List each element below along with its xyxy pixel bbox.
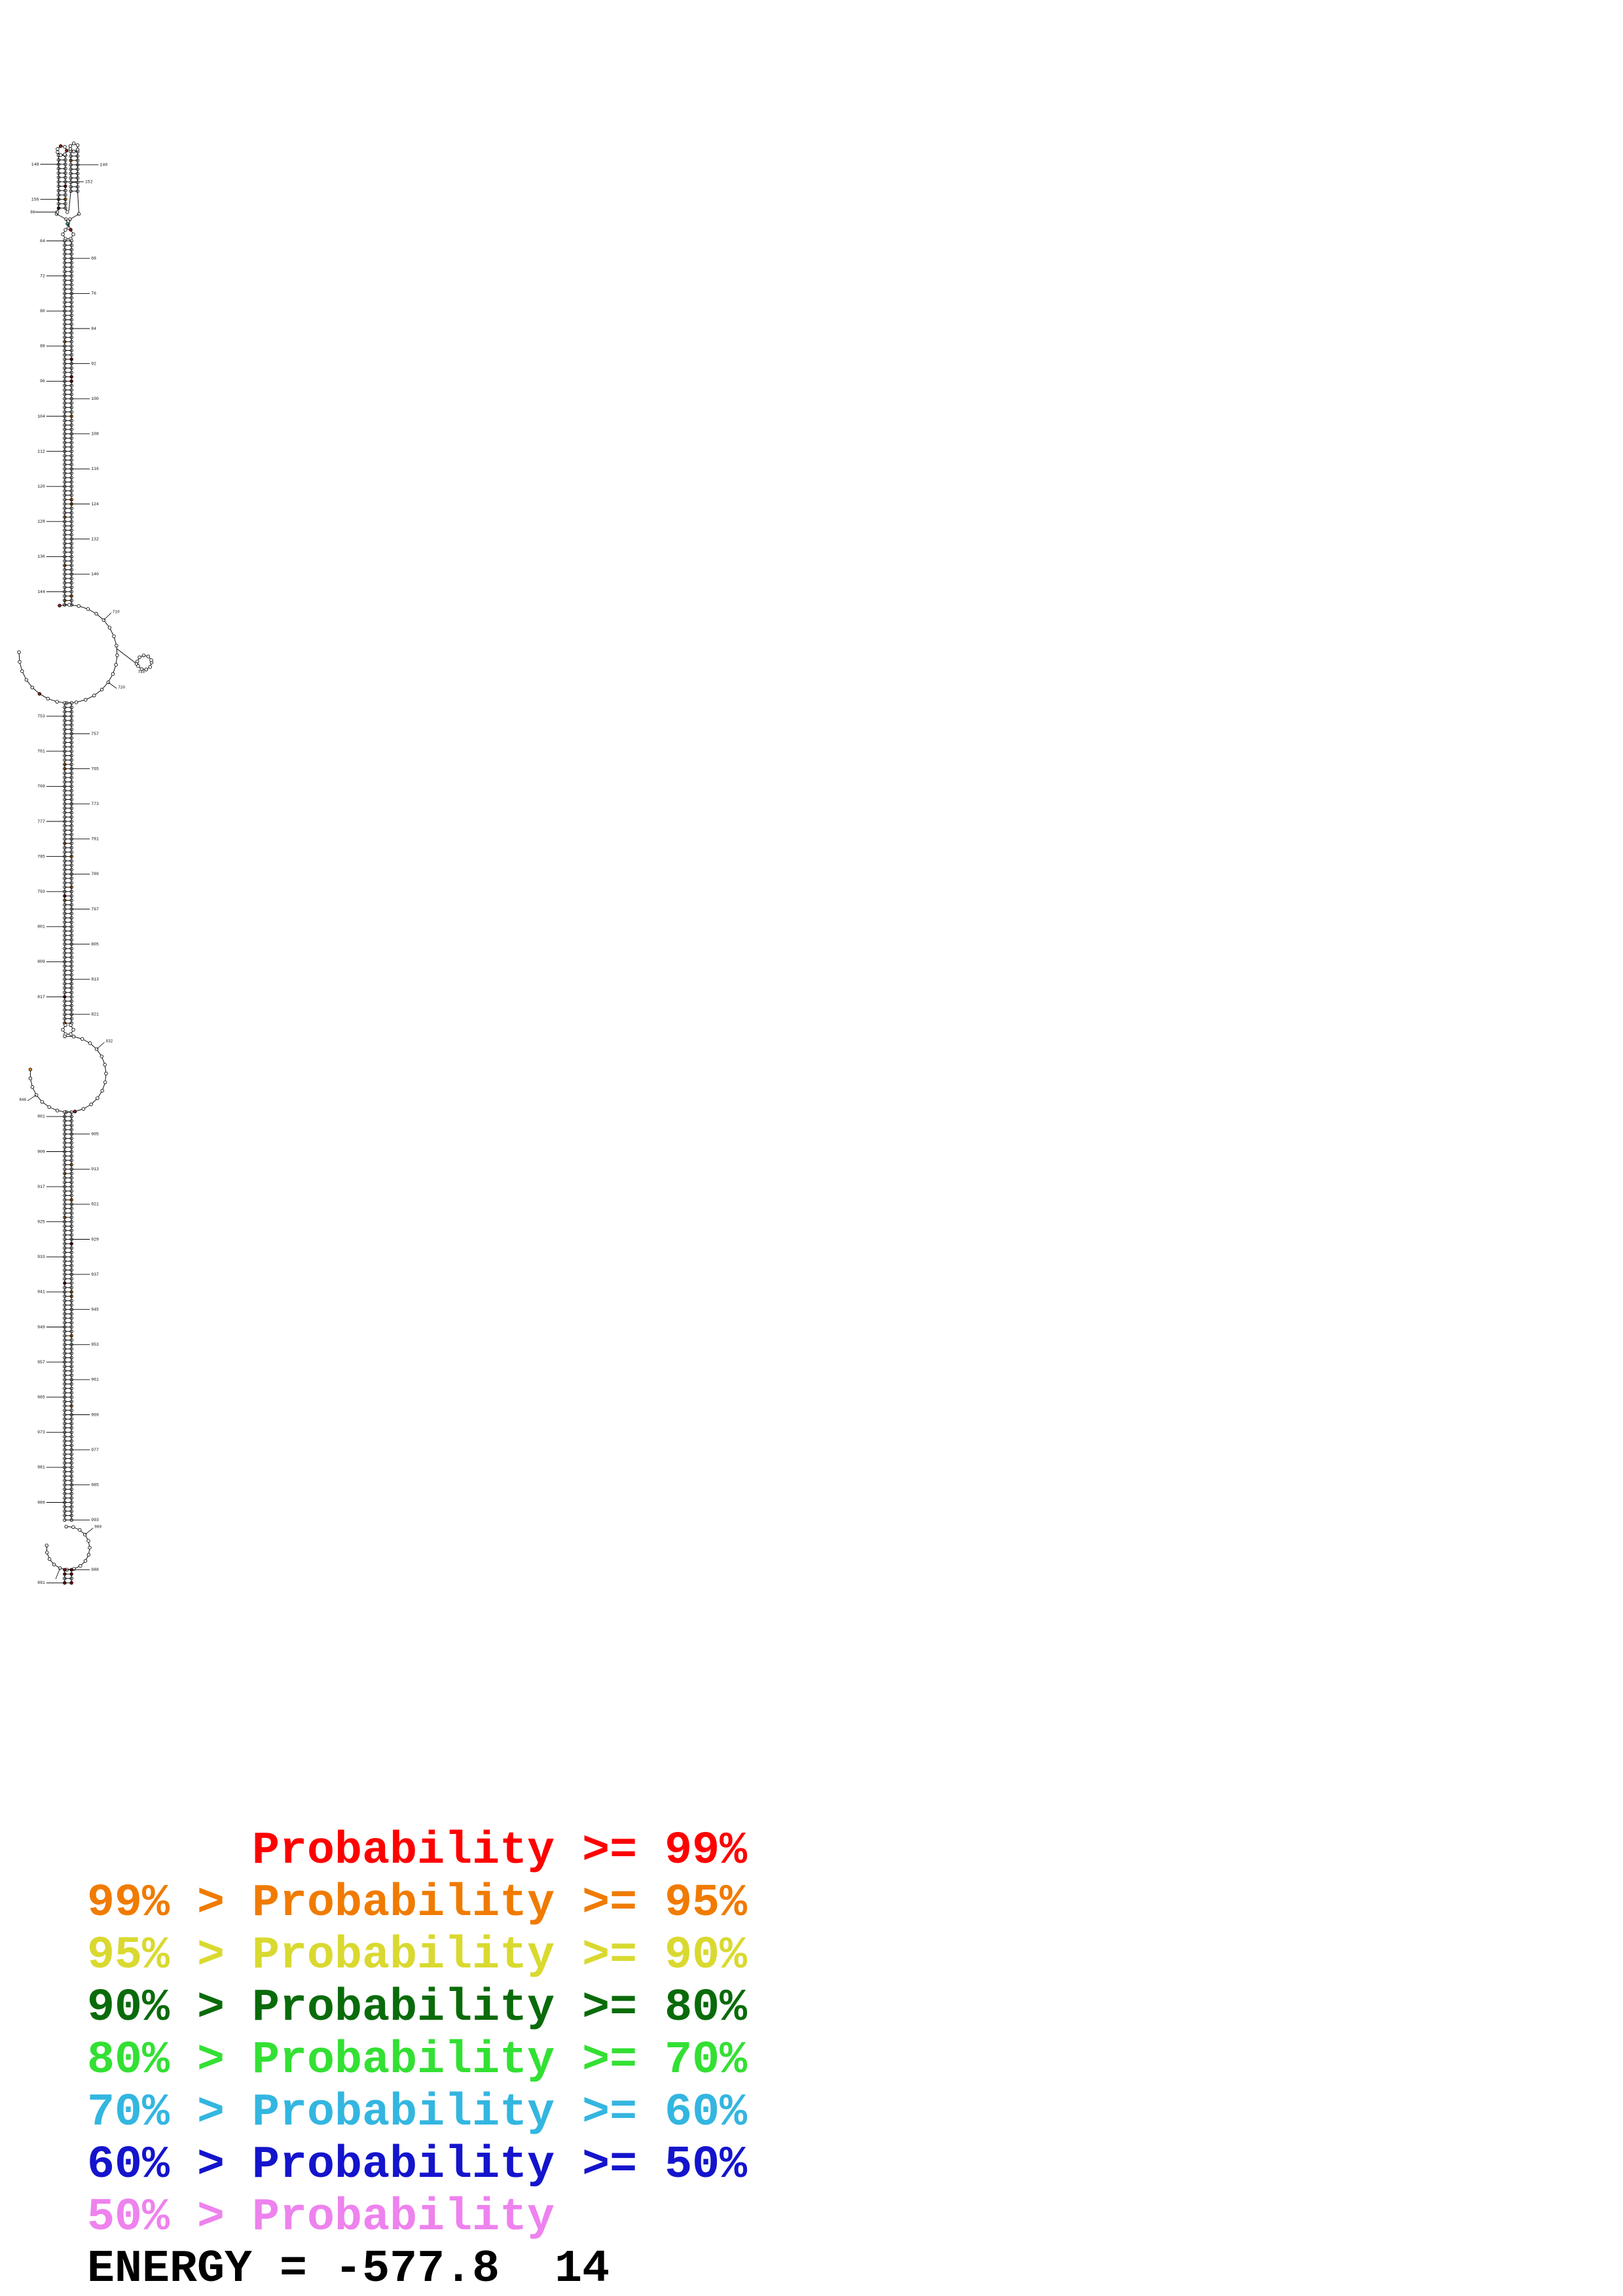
svg-text:720: 720 xyxy=(118,685,125,690)
svg-text:148: 148 xyxy=(31,162,39,167)
svg-text:985: 985 xyxy=(91,1483,99,1488)
svg-text:949: 949 xyxy=(37,1325,45,1329)
svg-text:846: 846 xyxy=(19,1098,26,1102)
svg-text:821: 821 xyxy=(91,1013,99,1017)
svg-text:753: 753 xyxy=(37,714,45,719)
svg-text:797: 797 xyxy=(91,907,99,912)
svg-text:913: 913 xyxy=(91,1167,99,1172)
svg-text:132: 132 xyxy=(91,537,99,541)
svg-text:84: 84 xyxy=(91,327,96,331)
svg-text:789: 789 xyxy=(91,872,99,876)
svg-text:809: 809 xyxy=(37,960,45,964)
svg-text:80: 80 xyxy=(30,210,35,215)
svg-text:64: 64 xyxy=(40,239,45,243)
svg-text:140: 140 xyxy=(100,163,108,168)
svg-text:761: 761 xyxy=(37,749,45,754)
svg-text:793: 793 xyxy=(37,889,45,894)
svg-text:156: 156 xyxy=(31,197,39,202)
svg-text:72: 72 xyxy=(40,274,45,278)
svg-text:68: 68 xyxy=(91,257,96,261)
svg-text:92: 92 xyxy=(91,361,96,366)
svg-text:80: 80 xyxy=(40,309,45,314)
svg-text:969: 969 xyxy=(91,1412,99,1417)
svg-text:991: 991 xyxy=(37,1581,45,1585)
svg-text:773: 773 xyxy=(91,802,99,806)
svg-text:152: 152 xyxy=(85,180,93,185)
svg-text:120: 120 xyxy=(37,484,45,489)
svg-text:905: 905 xyxy=(91,1132,99,1137)
svg-text:108: 108 xyxy=(91,432,99,437)
svg-text:961: 961 xyxy=(91,1378,99,1382)
svg-text:917: 917 xyxy=(37,1185,45,1189)
svg-text:909: 909 xyxy=(37,1149,45,1154)
svg-text:128: 128 xyxy=(37,520,45,524)
svg-text:116: 116 xyxy=(91,467,99,471)
svg-text:965: 965 xyxy=(37,1395,45,1400)
svg-text:144: 144 xyxy=(37,590,45,594)
svg-text:769: 769 xyxy=(37,784,45,789)
svg-text:929: 929 xyxy=(91,1237,99,1242)
svg-text:925: 925 xyxy=(37,1220,45,1225)
svg-text:981: 981 xyxy=(37,1465,45,1470)
svg-text:100: 100 xyxy=(91,397,99,401)
svg-text:989: 989 xyxy=(37,1500,45,1505)
svg-text:710: 710 xyxy=(113,609,120,614)
svg-text:777: 777 xyxy=(37,819,45,824)
svg-text:988: 988 xyxy=(91,1568,99,1572)
svg-text:901: 901 xyxy=(37,1115,45,1119)
svg-text:977: 977 xyxy=(91,1448,99,1452)
svg-text:941: 941 xyxy=(37,1290,45,1295)
svg-text:88: 88 xyxy=(40,344,45,349)
svg-text:933: 933 xyxy=(37,1255,45,1259)
svg-text:980: 980 xyxy=(94,1525,101,1530)
svg-text:993: 993 xyxy=(91,1518,99,1522)
svg-text:801: 801 xyxy=(37,925,45,929)
svg-text:805: 805 xyxy=(91,942,99,946)
svg-text:832: 832 xyxy=(106,1039,113,1043)
svg-text:813: 813 xyxy=(91,977,99,982)
svg-text:757: 757 xyxy=(91,732,99,736)
svg-text:740: 740 xyxy=(138,670,145,674)
svg-text:937: 937 xyxy=(91,1272,99,1277)
svg-text:781: 781 xyxy=(91,837,99,842)
svg-text:765: 765 xyxy=(91,766,99,771)
svg-text:136: 136 xyxy=(37,554,45,559)
svg-text:76: 76 xyxy=(91,291,96,296)
svg-text:957: 957 xyxy=(37,1360,45,1365)
svg-text:817: 817 xyxy=(37,995,45,999)
svg-text:96: 96 xyxy=(40,379,45,384)
svg-text:921: 921 xyxy=(91,1202,99,1207)
svg-text:785: 785 xyxy=(37,854,45,859)
svg-text:124: 124 xyxy=(91,502,99,507)
svg-text:140: 140 xyxy=(91,572,99,577)
svg-text:104: 104 xyxy=(37,414,45,419)
svg-text:112: 112 xyxy=(37,449,45,454)
svg-text:945: 945 xyxy=(91,1308,99,1312)
svg-text:953: 953 xyxy=(91,1342,99,1347)
svg-text:973: 973 xyxy=(37,1430,45,1435)
